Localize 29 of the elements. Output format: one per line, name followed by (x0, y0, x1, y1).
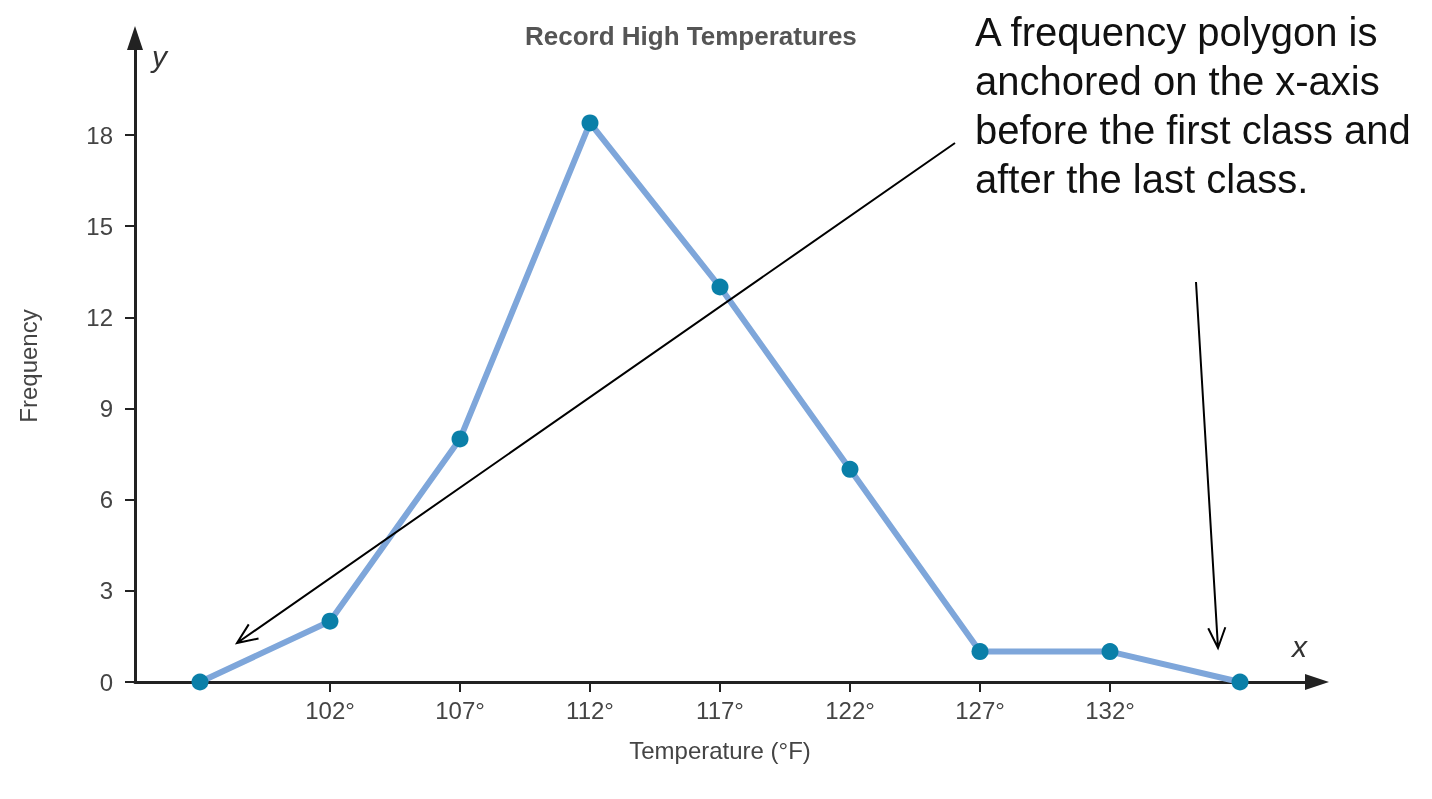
point (1231, 673, 1249, 691)
point (971, 643, 989, 661)
y-axis-title: Frequency (14, 309, 42, 423)
point (451, 430, 469, 448)
y-tick-label: 0 (99, 668, 113, 696)
annotation: x (1292, 630, 1307, 664)
point (321, 612, 339, 630)
y-tick-label: 3 (99, 577, 113, 605)
point (191, 673, 209, 691)
x-tick-label: 107° (435, 696, 485, 724)
x-tick-label: 122° (825, 696, 875, 724)
x-tick-label: 117° (696, 696, 744, 724)
annotation: A frequency polygon is anchored on the x-axis before the first class and after the last class. (975, 9, 1412, 203)
point (1101, 643, 1119, 661)
chart-title: Record High Temperatures (525, 21, 857, 51)
x-axis-title: Temperature (°F) (629, 736, 811, 764)
y-tick-label: 18 (86, 121, 113, 149)
point (711, 278, 729, 296)
point (581, 114, 599, 132)
x-tick-label: 132° (1085, 696, 1135, 724)
y-tick-label: 9 (99, 395, 113, 423)
x-tick-label: 127° (955, 696, 1005, 724)
annotation: y (152, 40, 167, 74)
y-tick-label: 6 (99, 486, 113, 514)
y-tick-label: 15 (86, 212, 113, 240)
point (841, 460, 859, 478)
y-tick-label: 12 (86, 303, 113, 331)
x-tick-label: 102° (305, 696, 355, 724)
x-tick-label: 112° (566, 696, 614, 724)
